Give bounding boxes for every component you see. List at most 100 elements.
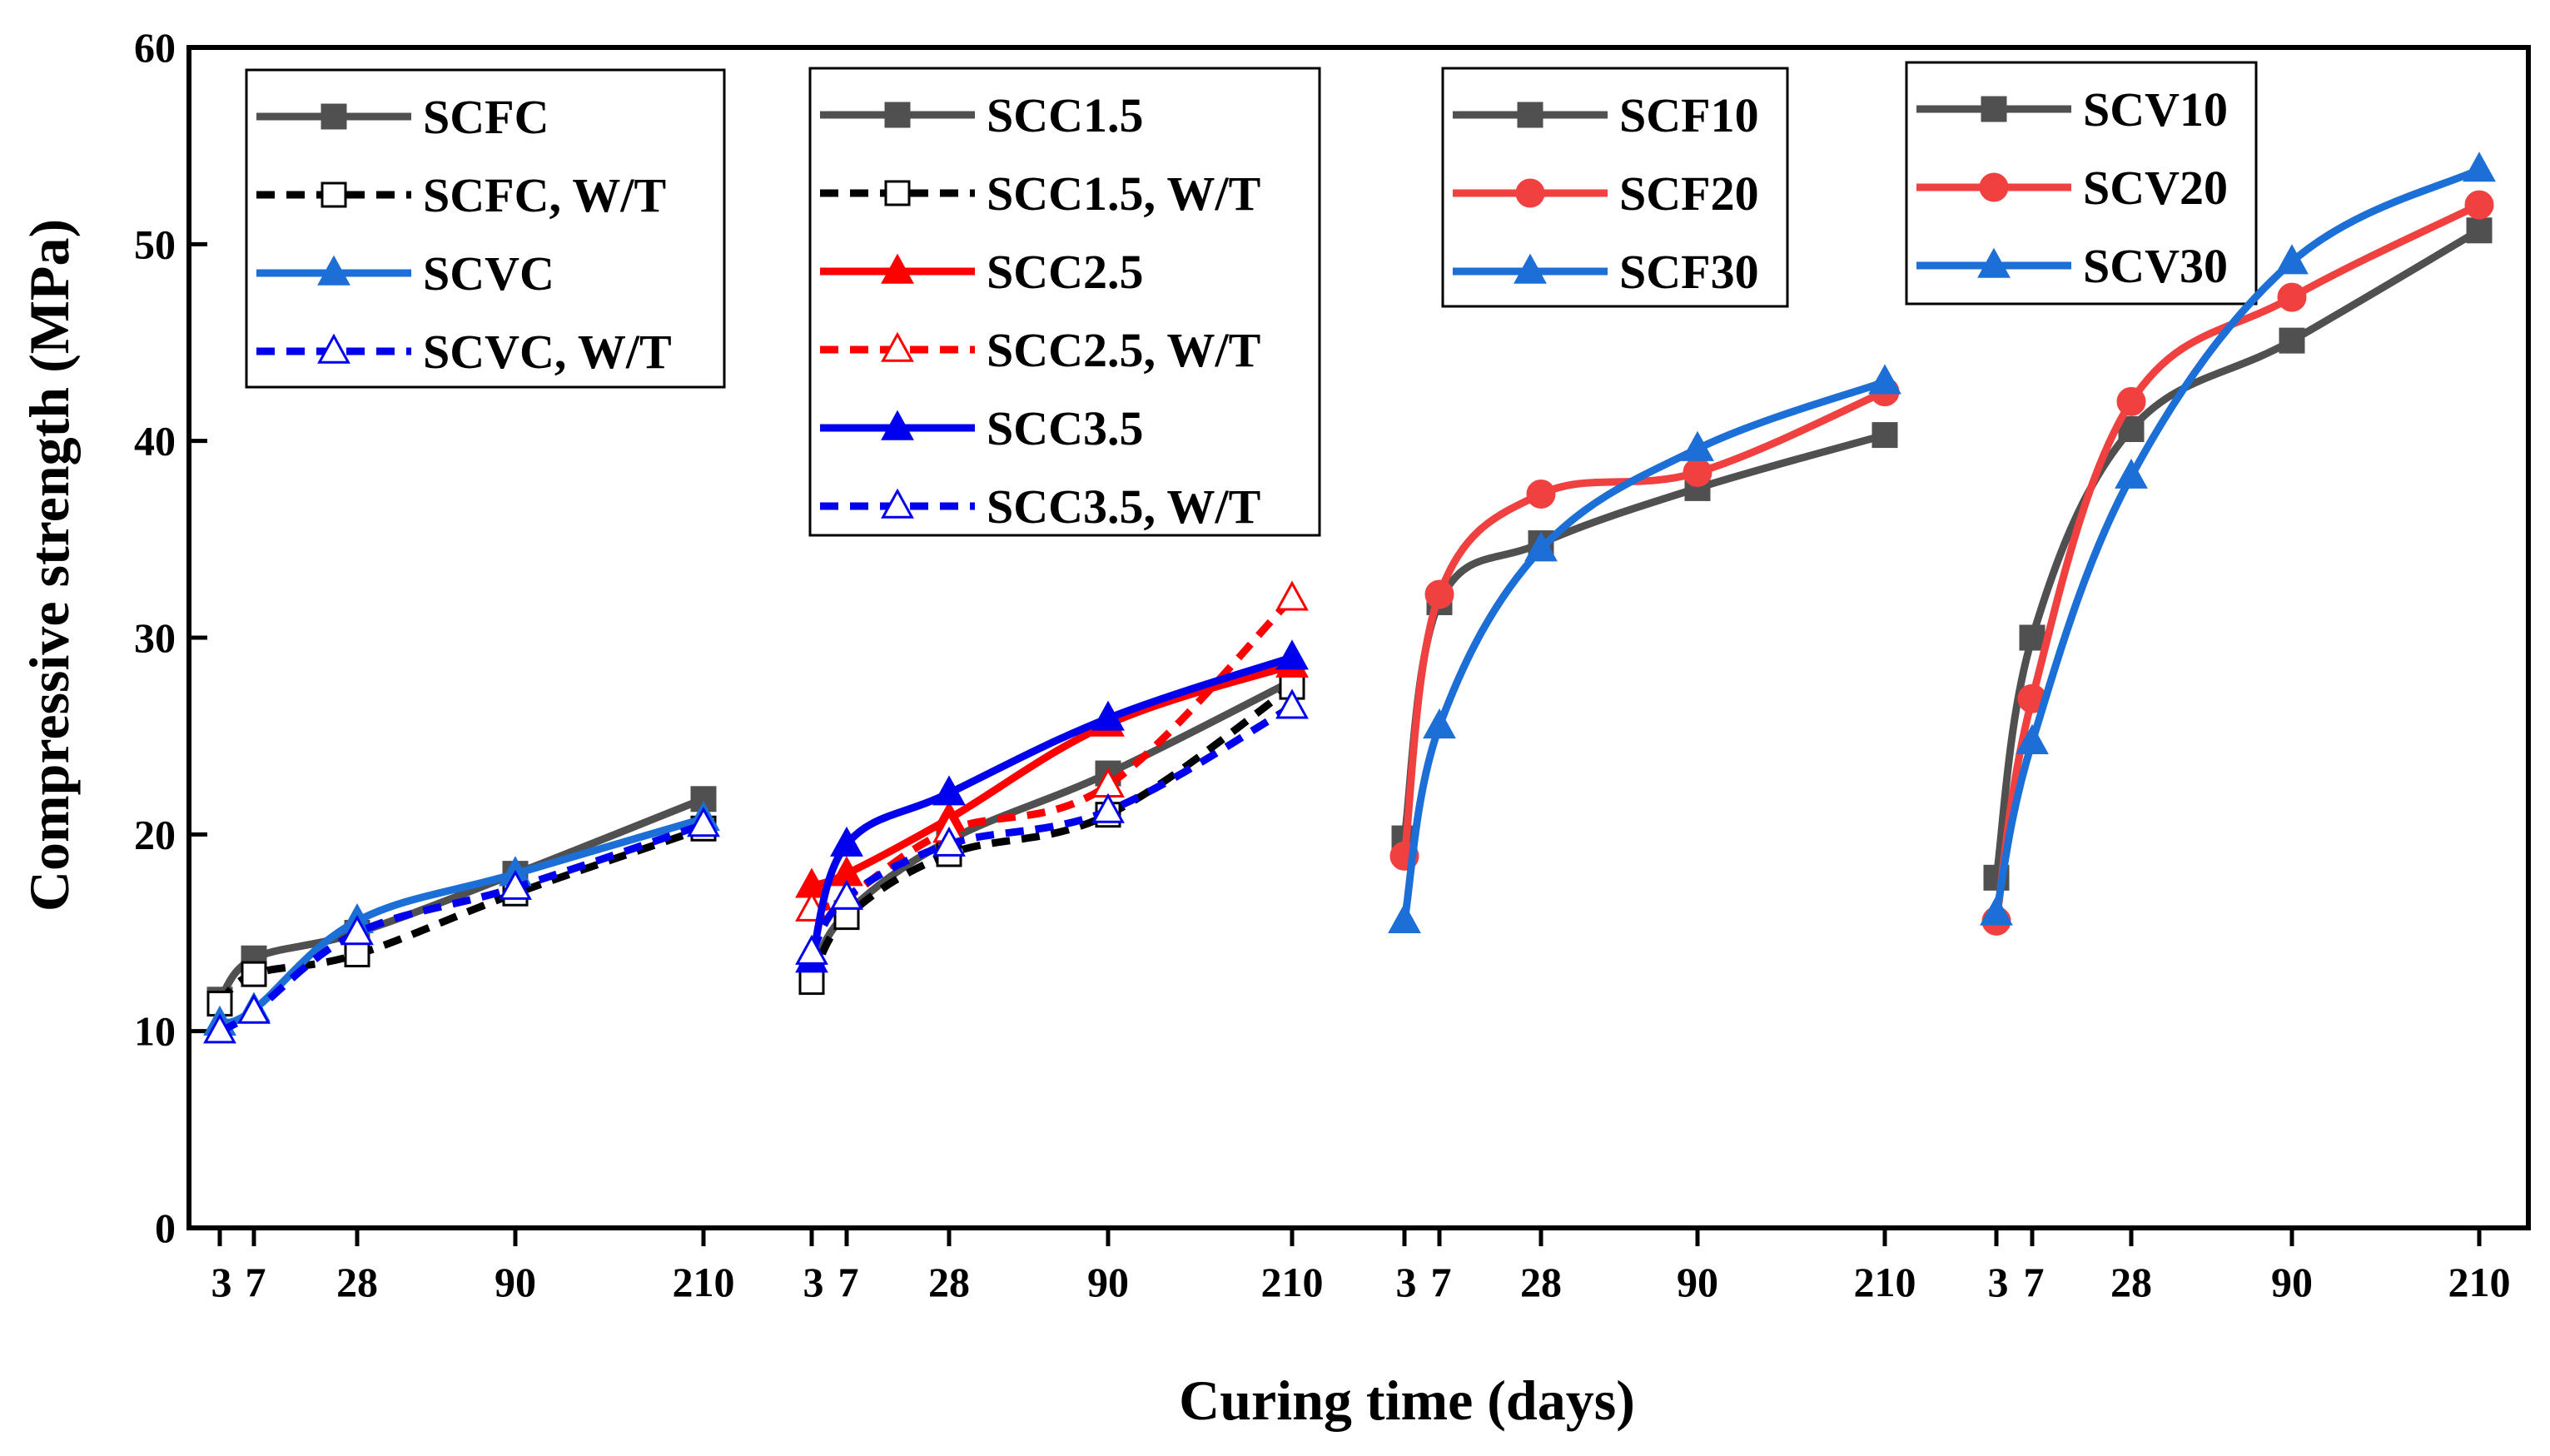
x-tick-label: 7	[246, 1259, 266, 1305]
series-scf30	[1388, 364, 1901, 934]
data-point-square	[1871, 422, 1898, 449]
y-tick-label: 50	[134, 221, 176, 267]
data-point-triangle	[830, 826, 863, 857]
legend-label: SCC1.5, W/T	[987, 166, 1260, 221]
x-tick-label: 28	[336, 1259, 378, 1305]
data-point-circle	[2464, 190, 2494, 220]
data-point-triangle	[881, 488, 914, 519]
x-tick-label: 210	[1261, 1259, 1324, 1305]
legend-3: SCF10 SCF20 SCF30	[1441, 67, 1789, 308]
legend-label: SCF10	[1619, 88, 1759, 142]
data-point-square	[321, 103, 347, 130]
x-axis-title: Curing time (days)	[1179, 1369, 1635, 1432]
data-point-triangle	[1423, 708, 1456, 739]
series-scvc-w-t	[203, 807, 720, 1044]
legend-label: SCFC, W/T	[423, 168, 666, 222]
data-point-square	[344, 941, 370, 967]
series-line	[1400, 388, 1886, 857]
x-tick-label: 90	[495, 1259, 536, 1305]
x-tick-label: 28	[928, 1259, 970, 1305]
series-line	[1992, 201, 2481, 922]
data-point-triangle	[1275, 639, 1309, 670]
legend-label: SCFC	[423, 90, 549, 144]
data-point-triangle	[1681, 430, 1714, 461]
data-point-triangle	[1091, 700, 1125, 731]
series-line	[808, 703, 1295, 955]
legend-1: SCFC SCFC, W/T SCVC SCVC, W/T	[245, 68, 726, 389]
x-tick-label: 7	[838, 1259, 859, 1305]
data-point-circle	[1979, 172, 2009, 202]
data-point-square	[1517, 102, 1543, 128]
data-point-square	[2019, 624, 2045, 651]
data-point-circle	[1683, 457, 1712, 487]
legend-label: SCF20	[1619, 166, 1759, 221]
y-tick-label: 40	[134, 418, 176, 465]
legend-box	[1441, 67, 1789, 308]
x-tick-label: 28	[2110, 1259, 2152, 1305]
data-point-triangle	[881, 253, 914, 284]
data-point-circle	[2277, 282, 2307, 312]
series-scf10	[1391, 422, 1898, 852]
legend-label: SCV20	[2083, 161, 2228, 215]
legend-label: SCF30	[1619, 245, 1759, 299]
data-point-triangle	[795, 934, 828, 965]
data-point-triangle	[1977, 247, 2011, 278]
legend-label: SCC3.5, W/T	[987, 480, 1260, 534]
series-scc3-5	[795, 639, 1309, 973]
data-point-triangle	[830, 879, 863, 910]
data-point-triangle	[317, 255, 350, 286]
series-scf20	[1389, 377, 1900, 871]
series-scc3-5-w-t	[795, 688, 1309, 965]
data-point-square	[321, 181, 347, 208]
data-point-triangle	[881, 331, 914, 362]
data-point-triangle	[1275, 580, 1309, 611]
x-tick-label: 3	[1396, 1259, 1417, 1305]
x-tick-label: 210	[1854, 1259, 1916, 1305]
x-tick-label: 3	[803, 1259, 824, 1305]
data-point-circle	[1526, 479, 1556, 509]
data-point-square	[884, 180, 911, 206]
data-point-square	[1981, 96, 2007, 122]
x-tick-label: 90	[2271, 1259, 2313, 1305]
legend-label: SCC2.5, W/T	[987, 323, 1260, 377]
data-point-triangle	[1980, 895, 2013, 926]
legend-label: SCC1.5	[987, 88, 1144, 142]
data-point-triangle	[687, 807, 720, 837]
series-line	[217, 821, 705, 1035]
legend-2: SCC1.5 SCC1.5, W/T SCC2.5 SCC2.5, W/T SCC3.5…	[808, 67, 1321, 537]
data-point-triangle	[340, 915, 374, 946]
x-tick-label: 210	[2448, 1259, 2511, 1305]
data-point-triangle	[2016, 723, 2049, 754]
series-group-1	[203, 786, 720, 1044]
x-tick-label: 7	[1431, 1259, 1452, 1305]
data-point-triangle	[881, 410, 914, 440]
series-line	[1400, 378, 1886, 922]
legend-label: SCV30	[2083, 239, 2228, 293]
x-tick-label: 90	[1087, 1259, 1129, 1305]
legend-box	[808, 67, 1321, 537]
y-tick-label: 10	[134, 1008, 176, 1055]
legend-label: SCC3.5	[987, 401, 1144, 455]
data-point-triangle	[203, 1013, 236, 1044]
legend-label: SCVC, W/T	[423, 325, 672, 379]
data-point-triangle	[2463, 152, 2496, 182]
data-point-triangle	[317, 333, 350, 364]
series-scv30	[1980, 152, 2496, 926]
series-group-2	[795, 580, 1309, 996]
x-tick-label: 28	[1520, 1259, 1562, 1305]
x-tick-label: 3	[1988, 1259, 2009, 1305]
data-point-square	[241, 961, 267, 987]
data-point-triangle	[1524, 531, 1558, 562]
x-tick-label: 90	[1677, 1259, 1718, 1305]
data-point-square	[884, 102, 911, 128]
data-point-square	[798, 969, 825, 996]
series-layer	[203, 152, 2496, 1044]
series-group-4	[1980, 152, 2496, 936]
data-point-square	[2466, 217, 2493, 244]
series-scc1-5-w-t	[798, 673, 1305, 996]
legends-layer: SCFC SCFC, W/T SCVC SCVC, W/T SCC1.5 SCC1.5, …	[245, 61, 2258, 537]
y-tick-label: 0	[155, 1205, 176, 1251]
data-point-triangle	[932, 775, 966, 806]
y-tick-label: 60	[134, 24, 176, 71]
data-point-circle	[2116, 386, 2146, 416]
